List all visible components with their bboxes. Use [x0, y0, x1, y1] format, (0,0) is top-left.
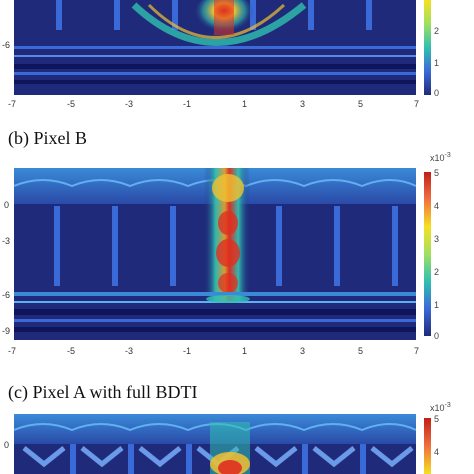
panel-a-xtick: 7	[414, 99, 420, 109]
panel-b-cbar-tick: 2	[434, 267, 440, 277]
panel-c-exp-power: -3	[444, 402, 451, 409]
panel-c: 0 x10-3 5 4	[0, 402, 474, 474]
panel-a-xtick: 5	[358, 99, 364, 109]
panel-b-ytick: -6	[2, 290, 11, 300]
panel-b-cbar-tick: 5	[434, 168, 440, 178]
panel-c-field-svg	[14, 414, 416, 474]
panel-a-xtick: -3	[125, 99, 134, 109]
panel-a-cbar-tick: 0	[434, 88, 440, 98]
panel-b-xtick: -3	[125, 346, 134, 356]
panel-b-cbar-tick: 0	[434, 331, 440, 341]
panel-c-cbar-tick: 5	[434, 414, 440, 424]
panel-c-exp-base: x10	[430, 403, 445, 413]
panel-a-xtick: 1	[242, 99, 248, 109]
panel-b-colorbar-exponent: x10-3	[430, 152, 451, 163]
panel-b-xtick: -1	[183, 346, 192, 356]
panel-b-xtick: 5	[358, 346, 364, 356]
panel-b-caption: (b) Pixel B	[8, 128, 87, 148]
panel-a-field-svg	[14, 0, 416, 95]
panel-a: -6 2 1 0 -7 -5 -3 -1 1 3 5 7	[0, 0, 474, 112]
panel-b-xtick: 1	[242, 346, 248, 356]
panel-b-cbar-tick: 4	[434, 201, 440, 211]
panel-a-xtick: -5	[67, 99, 76, 109]
panel-c-ytick: 0	[4, 440, 10, 450]
panel-b-xtick: -5	[67, 346, 76, 356]
panel-b-ytick: -9	[2, 326, 11, 336]
panel-a-field-map	[14, 0, 416, 95]
panel-c-cbar-tick: 4	[434, 447, 440, 457]
panel-a-ytick: -6	[2, 40, 11, 50]
panel-a-xtick: -7	[8, 99, 17, 109]
panel-b-exp-base: x10	[430, 153, 445, 163]
panel-a-cbar-tick: 1	[434, 58, 440, 68]
panel-b: 0 -3 -6 -9 x10-3 5 4 3 2 1 0 -7 -5 -3 -1…	[0, 150, 474, 365]
panel-a-cbar-tick: 2	[434, 26, 440, 36]
panel-c-caption: (c) Pixel A with full BDTI	[8, 382, 198, 402]
panel-b-cbar-tick: 1	[434, 300, 440, 310]
panel-b-xtick: -7	[8, 346, 17, 356]
panel-a-xtick: -1	[183, 99, 192, 109]
panel-c-colorbar-exponent: x10-3	[430, 402, 451, 413]
panel-b-field-svg	[14, 168, 416, 340]
panel-c-colorbar	[424, 418, 431, 474]
panel-a-colorbar	[424, 0, 431, 95]
panel-c-field-map	[14, 414, 416, 474]
panel-b-field-map	[14, 168, 416, 340]
panel-b-ytick: -3	[2, 236, 11, 246]
panel-a-xtick: 3	[300, 99, 306, 109]
panel-b-colorbar	[424, 172, 431, 336]
panel-b-ytick: 0	[4, 200, 10, 210]
panel-b-exp-power: -3	[444, 152, 451, 159]
panel-b-cbar-tick: 3	[434, 234, 440, 244]
panel-b-xtick: 3	[300, 346, 306, 356]
panel-b-xtick: 7	[414, 346, 420, 356]
